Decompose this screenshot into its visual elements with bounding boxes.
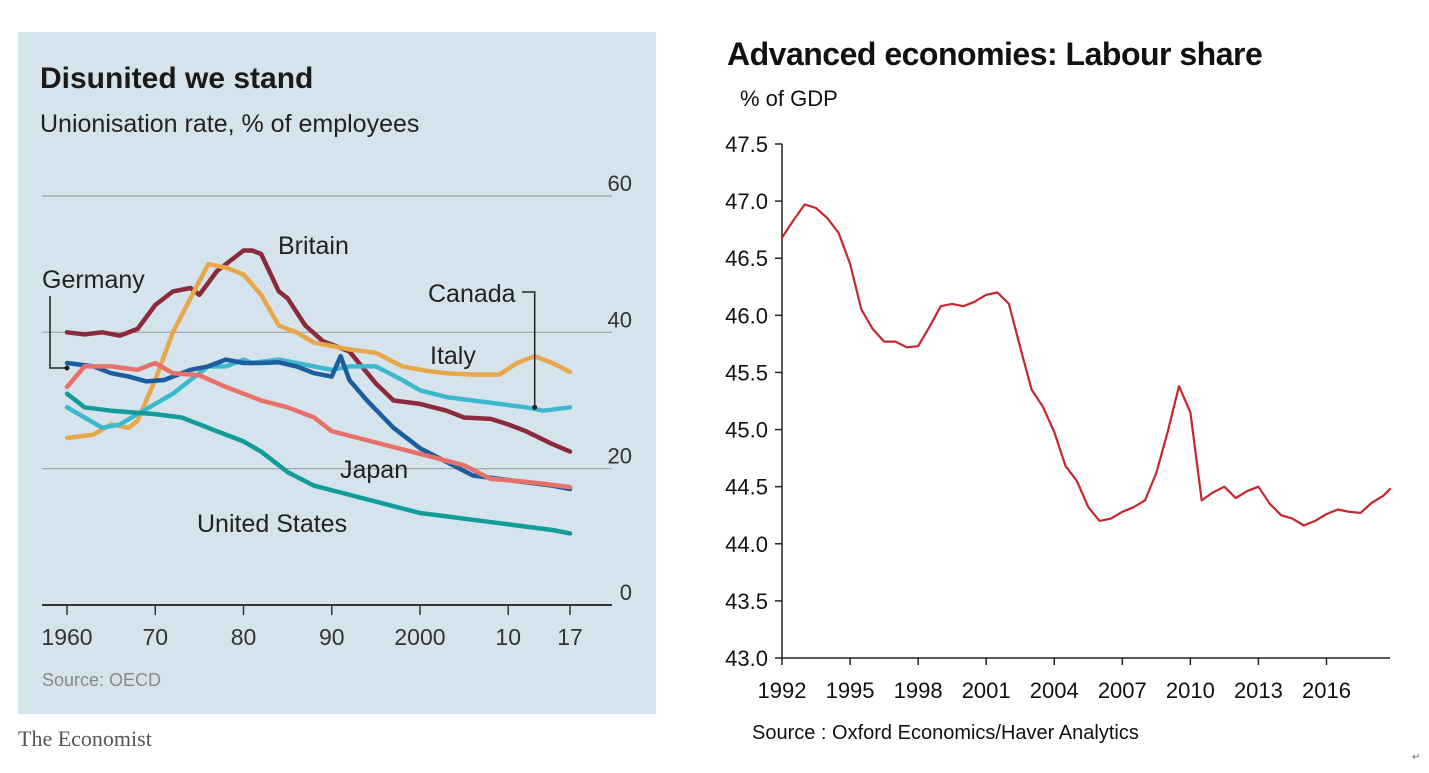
y-tick-label: 47.5 — [725, 132, 768, 157]
x-tick-label: 2004 — [1030, 678, 1079, 703]
y-tick-label: 45.0 — [725, 418, 768, 443]
x-tick-label: 2010 — [1166, 678, 1215, 703]
chart-subtitle: Unionisation rate, % of employees — [40, 110, 420, 138]
labour-share-y-label: % of GDP — [740, 86, 838, 111]
x-tick-label: 2007 — [1098, 678, 1147, 703]
publisher-logo: The Economist — [18, 726, 152, 751]
y-tick-label: 44.5 — [725, 475, 768, 500]
y-tick-label: 43.5 — [725, 589, 768, 614]
return-mark: ↵ — [1412, 752, 1421, 763]
x-tick-label: 1995 — [826, 678, 875, 703]
y-tick-label: 46.5 — [725, 246, 768, 271]
x-tick-label: 2001 — [962, 678, 1011, 703]
y-tick-label: 46.0 — [725, 303, 768, 328]
x-tick-label: 2016 — [1302, 678, 1351, 703]
series-line-labour-share — [780, 203, 1392, 527]
x-tick-label: 2013 — [1234, 678, 1283, 703]
labour-share-title: Advanced economies: Labour share — [727, 36, 1263, 72]
y-tick-label: 45.5 — [725, 360, 768, 385]
x-tick-label: 1998 — [894, 678, 943, 703]
y-tick-label: 47.0 — [725, 189, 768, 214]
y-tick-label: 44.0 — [725, 532, 768, 557]
x-tick-label: 1992 — [758, 678, 807, 703]
economist-chart-panel: Disunited we stand Unionisation rate, % … — [18, 32, 656, 714]
y-tick-label: 43.0 — [725, 646, 768, 671]
chart-title: Disunited we stand — [40, 62, 314, 95]
chart-source: Source: OECD — [42, 670, 162, 690]
labour-share-source: Source : Oxford Economics/Haver Analytic… — [752, 722, 1139, 744]
